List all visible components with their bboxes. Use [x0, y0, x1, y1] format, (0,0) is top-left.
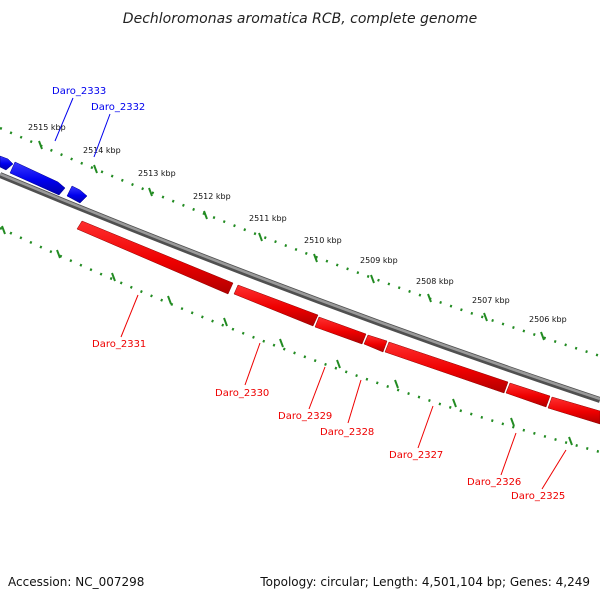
- genome-backbone: [0, 172, 600, 403]
- kbp-labels: 2515 kbp 2514 kbp 2513 kbp 2512 kbp 2511…: [28, 123, 567, 324]
- gene-label-daro-2333[interactable]: Daro_2333: [52, 86, 106, 97]
- outer-dotted-ring: [0, 126, 600, 358]
- callout-line: [244, 342, 261, 386]
- gene-daro-2333[interactable]: [9, 161, 66, 196]
- gene-label-daro-2331[interactable]: Daro_2331: [92, 339, 146, 350]
- major-tick: [427, 293, 432, 303]
- callout-line: [417, 405, 434, 449]
- major-tick: [483, 312, 488, 322]
- inner-tick-ring: [0, 225, 600, 454]
- gene-daro-2328[interactable]: [363, 334, 388, 353]
- gene-daro-2327[interactable]: [384, 341, 509, 394]
- callout-line: [347, 379, 362, 424]
- major-tick: [540, 331, 545, 341]
- kbp-label: 2515 kbp: [28, 123, 66, 132]
- kbp-label: 2509 kbp: [360, 256, 398, 265]
- forward-gene-callouts: Daro_2333 Daro_2332: [52, 86, 145, 158]
- gene-daro-2325[interactable]: [547, 396, 600, 425]
- accession-text: Accession: NC_007298: [8, 575, 144, 589]
- major-tick: [111, 272, 116, 282]
- major-tick: [223, 317, 228, 327]
- major-tick: [38, 140, 43, 150]
- gene-label-daro-2330[interactable]: Daro_2330: [215, 388, 269, 399]
- major-tick: [148, 187, 153, 197]
- outer-tick-ring: [0, 126, 600, 358]
- gene-daro-2326[interactable]: [505, 382, 551, 408]
- callout-line: [541, 449, 567, 490]
- gene-label-daro-2329[interactable]: Daro_2329: [278, 411, 332, 422]
- gene-daro-2332[interactable]: [66, 185, 88, 204]
- callout-line: [54, 97, 74, 142]
- major-tick: [93, 164, 98, 174]
- forward-gene-fragment[interactable]: [0, 155, 14, 171]
- major-tick: [279, 338, 284, 348]
- major-tick: [203, 210, 208, 220]
- major-tick: [510, 417, 515, 427]
- gene-label-daro-2332[interactable]: Daro_2332: [91, 102, 145, 113]
- kbp-label: 2513 kbp: [138, 169, 176, 178]
- reverse-gene-callouts: Daro_2331 Daro_2330 Daro_2329 Daro_2328 …: [92, 294, 567, 502]
- major-tick: [394, 379, 399, 389]
- callout-line: [308, 366, 326, 410]
- major-tick: [336, 359, 341, 369]
- kbp-label: 2508 kbp: [416, 277, 454, 286]
- kbp-label: 2512 kbp: [193, 192, 231, 201]
- major-tick: [568, 436, 573, 446]
- gene-label-daro-2325[interactable]: Daro_2325: [511, 491, 565, 502]
- gene-daro-2329[interactable]: [314, 316, 367, 345]
- major-tick: [56, 249, 61, 259]
- callout-line: [120, 294, 139, 338]
- map-title: Dechloromonas aromatica RCB, complete ge…: [123, 11, 477, 27]
- callout-line: [93, 113, 111, 158]
- major-tick: [1, 225, 6, 235]
- gene-daro-2330[interactable]: [233, 284, 319, 327]
- gene-label-daro-2326[interactable]: Daro_2326: [467, 477, 521, 488]
- kbp-label: 2511 kbp: [249, 214, 287, 223]
- genome-backbone-highlight: [0, 172, 600, 401]
- gene-label-daro-2327[interactable]: Daro_2327: [389, 450, 443, 461]
- major-tick: [258, 232, 263, 242]
- major-tick: [452, 398, 457, 408]
- reverse-genes: [76, 220, 600, 425]
- kbp-label: 2506 kbp: [529, 315, 567, 324]
- gene-daro-2331[interactable]: [76, 220, 234, 295]
- major-tick: [313, 253, 318, 263]
- gene-label-daro-2328[interactable]: Daro_2328: [320, 427, 374, 438]
- forward-genes: [0, 155, 88, 204]
- major-tick: [167, 295, 172, 305]
- kbp-label: 2510 kbp: [304, 236, 342, 245]
- genome-summary-text: Topology: circular; Length: 4,501,104 bp…: [259, 575, 590, 589]
- major-tick: [370, 274, 375, 284]
- kbp-label: 2514 kbp: [83, 146, 121, 155]
- callout-line: [500, 432, 517, 476]
- kbp-label: 2507 kbp: [472, 296, 510, 305]
